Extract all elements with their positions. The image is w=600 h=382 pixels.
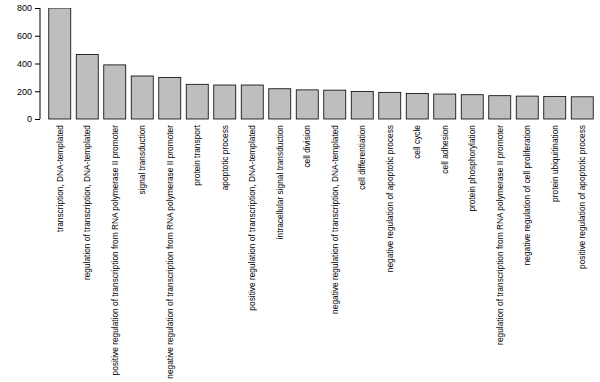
bar: [489, 96, 511, 119]
x-tick-label: negative regulation of transcription fro…: [165, 125, 175, 379]
y-axis: 0 200 400 600 800: [17, 3, 40, 124]
bars: [49, 8, 594, 119]
x-tick-label: protein phosphorylation: [467, 125, 477, 212]
y-tick: 600: [17, 31, 40, 41]
x-tick: protein transport: [192, 124, 202, 185]
y-tick-mark: [35, 91, 40, 92]
x-tick: negative regulation of transcription, DN…: [330, 125, 340, 314]
x-tick: regulation of transcription, DNA-templat…: [82, 125, 92, 280]
x-tick-label: transcription, DNA-templated: [55, 125, 65, 232]
x-tick: positive regulation of transcription fro…: [110, 125, 120, 376]
x-tick-label: cell adhesion: [440, 125, 450, 174]
bar: [434, 94, 456, 119]
x-tick-label: signal transduction: [137, 125, 147, 195]
y-tick: 400: [17, 59, 40, 69]
y-tick: 800: [17, 3, 40, 13]
bar: [131, 76, 153, 119]
x-tick: regulation of transcription from RNA pol…: [495, 125, 505, 345]
y-tick-mark: [35, 64, 40, 65]
bar: [324, 90, 346, 119]
x-tick-label: protein ubiquitination: [550, 125, 560, 202]
bar: [379, 92, 401, 119]
bar: [461, 95, 483, 119]
x-tick-label: apoptotic process: [220, 125, 230, 190]
y-tick-label: 600: [17, 31, 32, 41]
x-tick-label: intracellular signal transduction: [275, 125, 285, 240]
bar: [241, 85, 263, 119]
bar: [571, 97, 593, 119]
x-tick-label: regulation of transcription, DNA-templat…: [82, 125, 92, 280]
bar: [351, 92, 373, 119]
x-tick-label: cell cycle: [412, 125, 422, 159]
x-tick: negative regulation of transcription fro…: [165, 125, 175, 379]
y-tick-label: 800: [17, 3, 32, 13]
x-tick: transcription, DNA-templated: [55, 125, 65, 232]
x-tick: signal transduction: [137, 125, 147, 195]
x-tick: cell adhesion: [440, 125, 450, 174]
x-tick: negative regulation of cell proliferatio…: [522, 125, 532, 266]
y-tick: 0: [27, 114, 40, 124]
x-tick: apoptotic process: [220, 125, 230, 190]
x-tick: cell division: [302, 125, 312, 168]
bar: [214, 85, 236, 119]
x-tick: positive regulation of apoptotic process: [577, 125, 587, 269]
bar: [406, 93, 428, 119]
x-tick-label: regulation of transcription from RNA pol…: [495, 125, 505, 345]
y-tick-label: 0: [27, 114, 32, 124]
bar: [544, 96, 566, 119]
x-tick: positive regulation of transcription, DN…: [247, 125, 257, 311]
x-tick-label: positive regulation of transcription, DN…: [247, 125, 257, 311]
chart: 0 200 400 600 800 transcription, DNA-template…: [0, 0, 600, 382]
y-tick-mark: [35, 8, 40, 9]
y-tick-label: 400: [17, 59, 32, 69]
bar: [104, 65, 126, 119]
x-tick: intracellular signal transduction: [275, 125, 285, 240]
x-tick: cell cycle: [412, 125, 422, 159]
bar: [76, 54, 98, 119]
bar: [159, 77, 181, 119]
bar: [516, 96, 538, 119]
x-tick-label: cell division: [302, 125, 312, 168]
x-tick: cell differentiation: [357, 125, 367, 190]
x-tick: protein phosphorylation: [467, 125, 477, 212]
x-tick-label: protein transport: [192, 124, 202, 185]
y-tick: 200: [17, 87, 40, 97]
x-tick-label: cell differentiation: [357, 125, 367, 190]
x-tick: protein ubiquitination: [550, 125, 560, 202]
x-tick: negative regulation of apoptotic process: [385, 125, 395, 272]
y-tick-mark: [35, 119, 40, 120]
bar: [186, 84, 208, 119]
bar: [296, 90, 318, 119]
bar: [49, 8, 71, 119]
y-tick-label: 200: [17, 87, 32, 97]
x-tick-label: positive regulation of apoptotic process: [577, 125, 587, 269]
x-tick-label: negative regulation of cell proliferatio…: [522, 125, 532, 266]
x-axis: transcription, DNA-templated regulation o…: [55, 124, 588, 378]
x-tick-label: positive regulation of transcription fro…: [110, 125, 120, 376]
x-tick-label: negative regulation of apoptotic process: [385, 125, 395, 272]
bar: [269, 89, 291, 119]
x-tick-label: negative regulation of transcription, DN…: [330, 125, 340, 314]
y-tick-mark: [35, 36, 40, 37]
